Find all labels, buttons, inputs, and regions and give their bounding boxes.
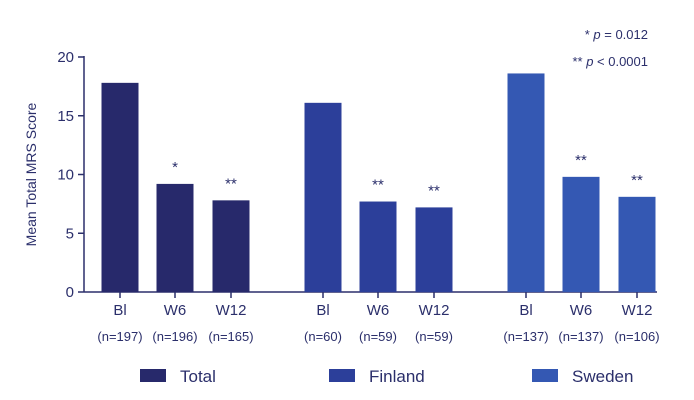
significance-marker: ** [225, 175, 237, 192]
bar-total-bl [101, 82, 139, 292]
sample-size-label: (n=197) [97, 329, 142, 344]
sample-size-label: (n=59) [359, 329, 397, 344]
legend-label-sweden: Sweden [572, 367, 633, 386]
x-tick-label: Bl [113, 302, 126, 319]
y-tick-label: 15 [57, 108, 74, 125]
category-labels: Bl (n=197) * W6 (n=196) ** W12 (n=165) Bl (n=60) *… [97, 152, 659, 344]
y-tick-label: 5 [66, 225, 74, 242]
sample-size-label: (n=137) [503, 329, 548, 344]
significance-marker: ** [631, 172, 643, 189]
legend-swatch-total [140, 369, 166, 382]
x-tick-label: Bl [519, 302, 532, 319]
x-tick-label: Bl [316, 302, 329, 319]
y-tick-label: 0 [66, 284, 74, 301]
y-tick-label: 10 [57, 167, 74, 184]
bars [101, 73, 656, 292]
x-tick-label: W12 [419, 302, 450, 319]
bar-finland-bl [304, 102, 342, 292]
x-tick-label: W6 [367, 302, 390, 319]
sample-size-label: (n=59) [415, 329, 453, 344]
significance-marker: ** [575, 152, 587, 169]
significance-notes: * p = 0.012 ** p < 0.0001 [572, 27, 648, 69]
bar-total-w12 [212, 200, 250, 292]
legend-label-total: Total [180, 367, 216, 386]
sample-size-label: (n=60) [304, 329, 342, 344]
y-axis-label: Mean Total MRS Score [23, 102, 39, 246]
y-tick-label: 20 [57, 49, 74, 66]
legend: Total Finland Sweden [140, 367, 633, 386]
legend-swatch-sweden [532, 369, 558, 382]
x-tick-label: W6 [164, 302, 187, 319]
bar-total-w6 [156, 183, 194, 292]
significance-marker: * [172, 159, 178, 176]
sample-size-label: (n=137) [558, 329, 603, 344]
x-tick-label: W12 [216, 302, 247, 319]
p-value-note: ** p < 0.0001 [572, 54, 648, 69]
legend-label-finland: Finland [369, 367, 425, 386]
significance-marker: ** [428, 182, 440, 199]
x-tick-label: W6 [570, 302, 593, 319]
sample-size-label: (n=196) [152, 329, 197, 344]
legend-swatch-finland [329, 369, 355, 382]
significance-marker: ** [372, 177, 384, 194]
bar-sweden-bl [507, 73, 545, 292]
sample-size-label: (n=165) [208, 329, 253, 344]
bar-finland-w6 [359, 201, 397, 292]
bar-finland-w12 [415, 207, 453, 292]
p-value-note: * p = 0.012 [585, 27, 648, 42]
bar-sweden-w12 [618, 196, 656, 292]
bar-sweden-w6 [562, 176, 600, 292]
sample-size-label: (n=106) [614, 329, 659, 344]
x-tick-label: W12 [622, 302, 653, 319]
